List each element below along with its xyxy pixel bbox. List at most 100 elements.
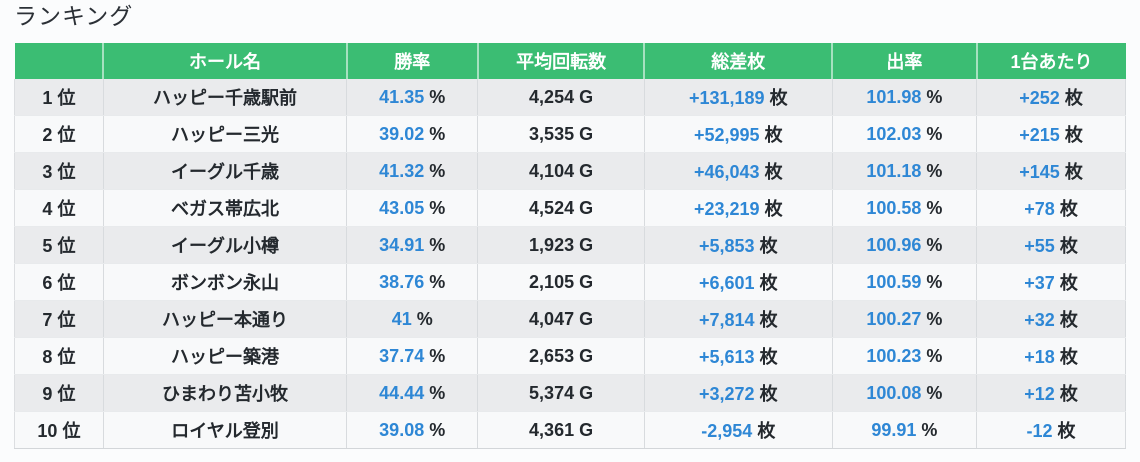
cell-rank: 7 位 (14, 300, 104, 338)
win-rate-value: 34.91 (379, 234, 425, 255)
win-rate-value: 44.44 (379, 382, 425, 403)
per-machine-value: +18 (1024, 347, 1055, 367)
total-diff-unit: 枚 (759, 236, 778, 256)
win-rate-unit: % (429, 234, 446, 255)
total-diff-value: +23,219 (693, 199, 760, 219)
rank-value: 6 (42, 273, 53, 293)
cell-per-machine: +145 枚 (976, 152, 1126, 190)
header-row: ホール名 勝率 平均回転数 総差枚 出率 1台あたり (14, 43, 1126, 79)
payout-value: 100.96 (866, 234, 922, 255)
cell-payout: 100.23 % (832, 337, 978, 375)
column-header-win-rate: 勝率 (346, 43, 479, 79)
rank-unit: 位 (57, 162, 76, 182)
total-diff-value: +52,995 (693, 125, 760, 145)
avg-spins-unit: G (579, 271, 594, 292)
per-machine-unit: 枚 (1059, 236, 1078, 256)
win-rate-unit: % (429, 419, 446, 440)
total-diff-value: +5,613 (698, 347, 755, 367)
column-header-rank (14, 43, 105, 79)
per-machine-value: +78 (1024, 199, 1055, 219)
rank-unit: 位 (57, 310, 76, 330)
total-diff-unit: 枚 (759, 347, 778, 367)
total-diff-value: +131,189 (688, 88, 765, 108)
total-diff-value: -2,954 (701, 421, 753, 441)
per-machine-value: +145 (1019, 162, 1060, 182)
avg-spins-value: 4,047 (529, 308, 575, 329)
column-header-avg-spins: 平均回転数 (477, 43, 646, 79)
avg-spins-unit: G (579, 419, 594, 440)
avg-spins-value: 4,361 (529, 419, 575, 440)
cell-payout: 100.58 % (832, 189, 978, 227)
cell-avg-spins: 1,923 G (477, 226, 645, 264)
total-diff-unit: 枚 (764, 125, 783, 145)
avg-spins-unit: G (579, 123, 594, 144)
cell-per-machine: -12 枚 (976, 411, 1126, 449)
cell-payout: 102.03 % (832, 115, 978, 153)
cell-win-rate: 41.32 % (346, 152, 479, 190)
cell-total-diff: +5,853 枚 (644, 226, 833, 264)
rank-value: 9 (42, 384, 53, 404)
avg-spins-value: 4,104 (529, 160, 575, 181)
cell-win-rate: 37.74 % (346, 337, 479, 375)
payout-unit: % (926, 345, 943, 366)
cell-payout: 101.98 % (832, 79, 978, 116)
cell-per-machine: +37 枚 (976, 263, 1126, 301)
payout-unit: % (926, 271, 943, 292)
cell-win-rate: 41.35 % (346, 79, 479, 116)
win-rate-unit: % (416, 308, 433, 329)
cell-avg-spins: 4,361 G (477, 411, 645, 449)
cell-rank: 1 位 (14, 79, 104, 116)
cell-rank: 6 位 (14, 263, 104, 301)
payout-value: 100.59 (866, 271, 922, 292)
total-diff-unit: 枚 (769, 88, 788, 108)
total-diff-unit: 枚 (759, 384, 778, 404)
payout-unit: % (926, 86, 943, 107)
cell-win-rate: 39.02 % (346, 115, 479, 153)
total-diff-value: +6,601 (698, 273, 755, 293)
total-diff-unit: 枚 (764, 199, 783, 219)
rank-unit: 位 (57, 125, 76, 145)
rank-value: 5 (42, 236, 53, 256)
cell-rank: 5 位 (14, 226, 104, 264)
payout-value: 101.18 (866, 160, 922, 181)
cell-total-diff: +3,272 枚 (644, 374, 833, 412)
cell-payout: 101.18 % (832, 152, 978, 190)
page-title: ランキング (14, 3, 134, 29)
rank-value: 7 (42, 310, 53, 330)
cell-hall: ハッピー三光 (103, 115, 348, 153)
avg-spins-value: 1,923 (529, 234, 575, 255)
cell-hall: ロイヤル登別 (103, 411, 348, 449)
column-header-hall: ホール名 (103, 43, 348, 79)
avg-spins-unit: G (579, 345, 594, 366)
cell-win-rate: 39.08 % (346, 411, 479, 449)
cell-rank: 2 位 (14, 115, 104, 153)
avg-spins-unit: G (579, 160, 594, 181)
ranking-table-body: 1 位ハッピー千歳駅前 41.35 % 4,254 G +131,189 枚 101.9… (14, 79, 1126, 449)
table-row: 2 位ハッピー三光 39.02 % 3,535 G +52,995 枚 102.03 %… (14, 115, 1126, 153)
total-diff-value: +7,814 (698, 310, 755, 330)
payout-unit: % (926, 382, 943, 403)
total-diff-unit: 枚 (759, 273, 778, 293)
avg-spins-unit: G (579, 308, 594, 329)
ranking-table-header: ホール名 勝率 平均回転数 総差枚 出率 1台あたり (14, 43, 1126, 79)
table-row: 7 位ハッピー本通り 41 % 4,047 G +7,814 枚 100.27 % +32… (14, 300, 1126, 338)
total-diff-value: +46,043 (693, 162, 760, 182)
rank-unit: 位 (62, 421, 81, 441)
cell-total-diff: +7,814 枚 (644, 300, 833, 338)
cell-avg-spins: 5,374 G (477, 374, 645, 412)
cell-total-diff: -2,954 枚 (644, 411, 833, 449)
column-header-payout: 出率 (832, 43, 978, 79)
per-machine-value: +215 (1019, 125, 1060, 145)
ranking-table: ホール名 勝率 平均回転数 総差枚 出率 1台あたり 1 位ハッピー千歳駅前 41… (14, 43, 1126, 449)
cell-avg-spins: 2,653 G (477, 337, 645, 375)
per-machine-unit: 枚 (1057, 421, 1076, 441)
rank-unit: 位 (57, 236, 76, 256)
avg-spins-unit: G (579, 197, 594, 218)
rank-unit: 位 (57, 199, 76, 219)
payout-value: 101.98 (866, 86, 922, 107)
total-diff-unit: 枚 (764, 162, 783, 182)
rank-value: 2 (42, 125, 53, 145)
cell-total-diff: +23,219 枚 (644, 189, 833, 227)
table-row: 5 位イーグル小樽 34.91 % 1,923 G +5,853 枚 100.96 % +… (14, 226, 1126, 264)
payout-value: 100.58 (866, 197, 922, 218)
